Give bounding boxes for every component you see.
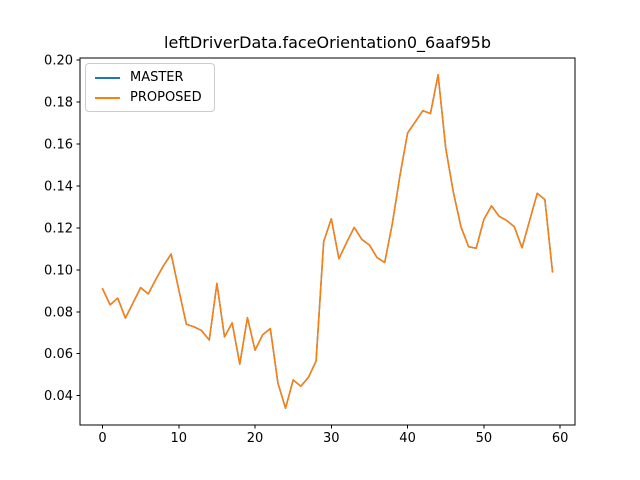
y-tick-label: 0.10	[44, 263, 73, 278]
x-tick-label: 60	[552, 431, 569, 446]
chart-title: leftDriverData.faceOrientation0_6aaf95b	[164, 33, 491, 52]
legend-label-master: MASTER	[130, 70, 184, 85]
y-tick-label: 0.12	[44, 221, 73, 236]
x-tick-label: 40	[399, 431, 416, 446]
master-line	[101, 74, 554, 409]
axes-frame	[79, 57, 576, 426]
y-tick-label: 0.16	[44, 137, 73, 152]
proposed-line-swatch	[95, 96, 120, 99]
x-tick-label: 30	[323, 431, 340, 446]
y-tick-label: 0.14	[44, 179, 73, 194]
x-tick-label: 10	[170, 431, 187, 446]
master-line-swatch	[95, 76, 120, 79]
x-tick-label: 20	[247, 431, 264, 446]
y-tick-label: 0.18	[44, 96, 73, 111]
y-tick-label: 0.06	[44, 347, 73, 362]
y-tick-label: 0.08	[44, 305, 73, 320]
y-tick-label: 0.20	[44, 54, 73, 69]
legend-item-proposed: PROPOSED	[95, 89, 202, 106]
legend-item-master: MASTER	[95, 69, 202, 86]
legend-box: MASTER PROPOSED	[85, 63, 215, 112]
legend-label-proposed: PROPOSED	[130, 90, 202, 105]
x-tick-label: 50	[476, 431, 493, 446]
x-tick-label: 0	[98, 431, 106, 446]
y-tick-label: 0.04	[44, 389, 73, 404]
proposed-line	[101, 74, 554, 409]
